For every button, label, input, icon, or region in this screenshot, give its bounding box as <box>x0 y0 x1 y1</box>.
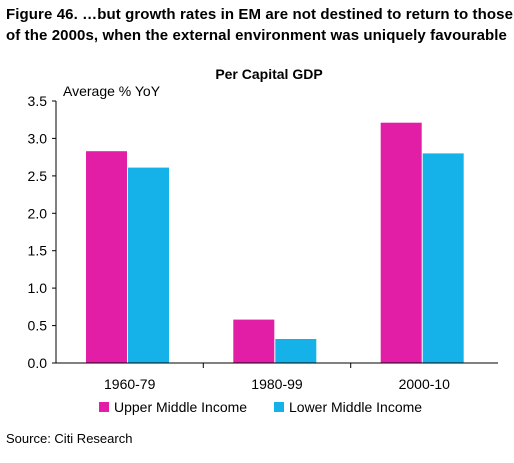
legend: Upper Middle Income Lower Middle Income <box>99 399 422 415</box>
x-tick-label: 1960-79 <box>104 376 156 392</box>
y-axis-label: Average % YoY <box>63 83 161 99</box>
y-tick-label: 2.5 <box>28 168 48 184</box>
legend-label: Upper Middle Income <box>114 399 247 415</box>
y-tick-label: 2.0 <box>28 205 48 221</box>
x-tick-label: 1980-99 <box>251 376 303 392</box>
legend-swatch <box>99 402 109 412</box>
y-tick-label: 1.5 <box>28 243 48 259</box>
plot-area: 1960-79 1980-99 2000-10 0.0 0.5 1.0 1.5 2.0 2.5 3… <box>28 93 498 392</box>
y-tick-label: 3.5 <box>28 93 48 109</box>
legend-label: Lower Middle Income <box>289 399 422 415</box>
figure-title-line-1: Figure 46. …but growth rates in EM are n… <box>6 6 514 23</box>
bar-1980-99-upper-middle-income <box>233 319 275 363</box>
chart-title: Per Capital GDP <box>215 66 322 82</box>
y-tick-label: 1.0 <box>28 280 48 296</box>
x-tick-label: 2000-10 <box>399 376 451 392</box>
bar-2000-10-upper-middle-income <box>380 122 422 363</box>
y-tick-label: 3.0 <box>28 130 48 146</box>
y-tick-label: 0.5 <box>28 318 48 334</box>
bar-1960-79-lower-middle-income <box>128 167 169 363</box>
figure-title-line-2: of the 2000s, when the external environm… <box>6 27 508 44</box>
legend-swatch <box>274 402 284 412</box>
y-tick-label: 0.0 <box>28 355 48 371</box>
bar-1980-99-lower-middle-income <box>275 339 317 363</box>
bar-2000-10-lower-middle-income <box>422 153 464 363</box>
bar-1960-79-upper-middle-income <box>86 151 127 363</box>
source-note: Source: Citi Research <box>6 431 133 446</box>
figure-title: Figure 46. …but growth rates in EM are n… <box>6 4 514 46</box>
